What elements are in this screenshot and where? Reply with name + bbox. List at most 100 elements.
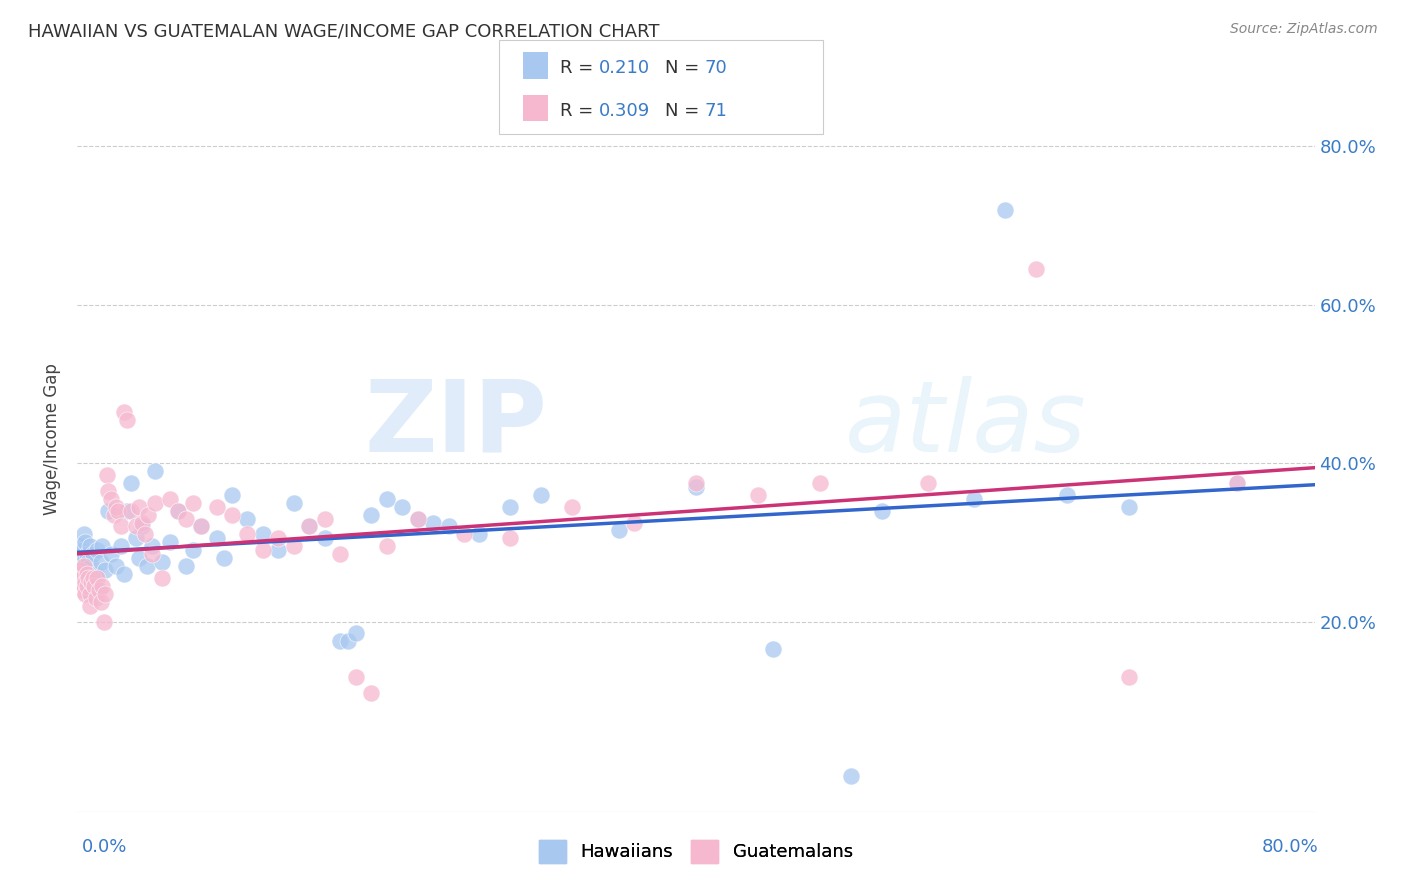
- Point: [67, 547, 90, 561]
- Point: [808, 475, 831, 490]
- Text: N =: N =: [665, 102, 704, 120]
- Point: [375, 539, 398, 553]
- Point: [125, 519, 148, 533]
- Point: [870, 503, 893, 517]
- Point: [69, 539, 91, 553]
- Point: [360, 508, 382, 522]
- Point: [97, 503, 120, 517]
- Point: [103, 508, 125, 522]
- Point: [80, 574, 103, 589]
- Point: [437, 519, 460, 533]
- Point: [530, 488, 553, 502]
- Point: [121, 475, 143, 490]
- Point: [69, 555, 91, 569]
- Point: [91, 579, 114, 593]
- Point: [105, 559, 127, 574]
- Point: [685, 480, 707, 494]
- Point: [236, 527, 259, 541]
- Point: [110, 539, 132, 553]
- Point: [79, 599, 101, 613]
- Point: [468, 527, 491, 541]
- Point: [685, 475, 707, 490]
- Point: [267, 532, 290, 546]
- Point: [283, 539, 305, 553]
- Point: [337, 634, 360, 648]
- Point: [72, 579, 94, 593]
- Point: [406, 511, 429, 525]
- Point: [131, 519, 153, 533]
- Y-axis label: Wage/Income Gap: Wage/Income Gap: [42, 363, 60, 516]
- Point: [236, 511, 259, 525]
- Point: [963, 491, 986, 506]
- Point: [70, 567, 93, 582]
- Point: [344, 670, 367, 684]
- Point: [96, 467, 118, 482]
- Text: atlas: atlas: [845, 376, 1085, 473]
- Point: [82, 571, 104, 585]
- Point: [152, 571, 174, 585]
- Point: [80, 559, 103, 574]
- Point: [76, 579, 98, 593]
- Text: R =: R =: [560, 60, 599, 78]
- Point: [121, 503, 143, 517]
- Point: [79, 539, 101, 553]
- Point: [183, 496, 205, 510]
- Point: [214, 551, 236, 566]
- Point: [75, 587, 96, 601]
- Point: [221, 488, 243, 502]
- Point: [190, 519, 212, 533]
- Text: 0.309: 0.309: [599, 102, 650, 120]
- Point: [141, 539, 163, 553]
- Point: [75, 574, 96, 589]
- Point: [159, 491, 181, 506]
- Point: [112, 404, 135, 418]
- Text: ZIP: ZIP: [364, 376, 547, 473]
- Point: [94, 563, 117, 577]
- Point: [314, 511, 336, 525]
- Point: [67, 567, 90, 582]
- Point: [76, 567, 98, 582]
- Point: [1056, 488, 1078, 502]
- Point: [1118, 670, 1140, 684]
- Text: Source: ZipAtlas.com: Source: ZipAtlas.com: [1230, 22, 1378, 37]
- Point: [252, 527, 274, 541]
- Point: [112, 567, 135, 582]
- Point: [360, 686, 382, 700]
- Point: [762, 642, 785, 657]
- Point: [72, 559, 94, 574]
- Point: [283, 496, 305, 510]
- Point: [917, 475, 939, 490]
- Point: [72, 559, 94, 574]
- Point: [1226, 475, 1249, 490]
- Point: [499, 500, 522, 514]
- Point: [607, 524, 630, 538]
- Point: [167, 503, 190, 517]
- Point: [344, 626, 367, 640]
- Point: [79, 587, 101, 601]
- Point: [90, 595, 111, 609]
- Point: [97, 483, 120, 498]
- Point: [91, 539, 114, 553]
- Point: [72, 527, 94, 541]
- Point: [70, 582, 93, 597]
- Text: R =: R =: [560, 102, 599, 120]
- Point: [70, 543, 93, 558]
- Point: [75, 551, 96, 566]
- Point: [205, 500, 228, 514]
- Point: [128, 551, 150, 566]
- Point: [167, 503, 190, 517]
- Point: [174, 559, 197, 574]
- Point: [1118, 500, 1140, 514]
- Point: [159, 535, 181, 549]
- Point: [134, 527, 156, 541]
- Point: [1025, 262, 1047, 277]
- Point: [422, 516, 444, 530]
- Point: [747, 488, 769, 502]
- Point: [298, 519, 321, 533]
- Point: [267, 543, 290, 558]
- Point: [174, 511, 197, 525]
- Point: [69, 574, 91, 589]
- Point: [152, 555, 174, 569]
- Point: [105, 500, 127, 514]
- Point: [76, 563, 98, 577]
